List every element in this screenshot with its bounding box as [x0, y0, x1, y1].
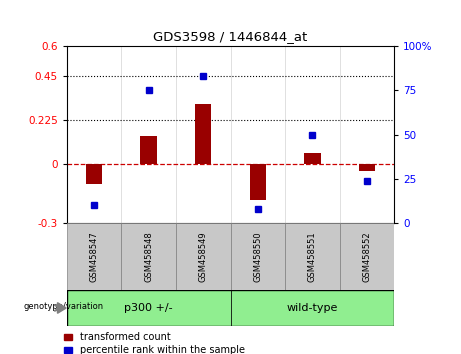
Title: GDS3598 / 1446844_at: GDS3598 / 1446844_at: [154, 30, 307, 44]
Text: GSM458547: GSM458547: [89, 231, 99, 282]
Bar: [359, 164, 375, 171]
Bar: [230, 223, 285, 290]
Polygon shape: [58, 303, 66, 313]
Text: GSM458551: GSM458551: [308, 231, 317, 282]
Text: wild-type: wild-type: [287, 303, 338, 313]
Text: p300 +/-: p300 +/-: [124, 303, 173, 313]
Text: genotype/variation: genotype/variation: [24, 302, 104, 311]
Bar: [67, 290, 230, 326]
Bar: [285, 223, 340, 290]
Bar: [86, 164, 102, 184]
Bar: [195, 104, 212, 164]
Bar: [141, 136, 157, 164]
Text: GSM458549: GSM458549: [199, 231, 208, 282]
Text: GSM458548: GSM458548: [144, 231, 153, 282]
Bar: [67, 223, 121, 290]
Bar: [230, 290, 394, 326]
Legend: transformed count, percentile rank within the sample: transformed count, percentile rank withi…: [63, 331, 247, 354]
Bar: [249, 164, 266, 200]
Bar: [304, 153, 320, 164]
Bar: [121, 223, 176, 290]
Text: GSM458552: GSM458552: [362, 231, 372, 282]
Text: GSM458550: GSM458550: [253, 231, 262, 282]
Bar: [340, 223, 394, 290]
Bar: [176, 223, 230, 290]
